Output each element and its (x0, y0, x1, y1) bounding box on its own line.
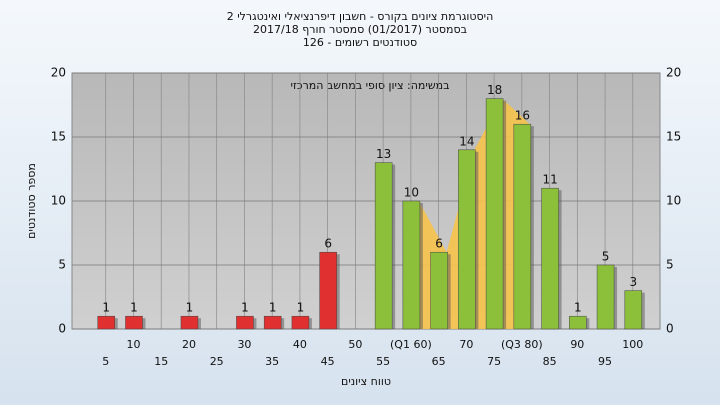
bar (458, 149, 476, 330)
y2-tick-label: 15 (666, 130, 681, 144)
bar (97, 315, 115, 330)
y-axis-label: מספר סטודנטים (25, 163, 38, 239)
x-tick-label: (Q1 60) (390, 338, 432, 351)
bar (263, 315, 282, 330)
bar (430, 251, 448, 330)
data-label: 5 (602, 250, 610, 264)
y-tick-label: 15 (51, 130, 66, 144)
data-label: 1 (269, 301, 277, 315)
x-tick-label: 40 (293, 338, 307, 351)
data-label: 1 (241, 301, 249, 315)
y2-tick-label: 20 (666, 66, 681, 80)
y-tick-label: 20 (51, 66, 66, 80)
bar (236, 315, 254, 330)
data-label: 6 (324, 237, 332, 251)
data-label: 3 (629, 275, 637, 289)
data-label: 1 (186, 301, 194, 315)
bar (374, 162, 393, 330)
chart-title: היסטוגרמת ציונים בקורס - חשבון דיפרנציאל… (227, 10, 494, 23)
x-tick-label: 10 (126, 338, 140, 351)
x-tick-label: 35 (265, 355, 279, 368)
data-label: 10 (404, 186, 419, 200)
bar (291, 315, 310, 330)
y2-tick-label: 10 (666, 194, 681, 208)
bar (125, 315, 143, 330)
y2-tick-label: 5 (666, 258, 674, 272)
x-tick-label: 70 (459, 338, 473, 351)
bar (513, 123, 532, 330)
data-label: 18 (487, 83, 502, 97)
bar (569, 315, 587, 330)
x-tick-label: 30 (237, 338, 251, 351)
data-label: 13 (376, 147, 391, 161)
x-axis-label: טווח ציונים (341, 375, 391, 388)
y-tick-label: 10 (51, 194, 66, 208)
bar (180, 315, 199, 330)
chart-subtitle: סטודנטים רשומים - 126 (303, 36, 417, 49)
x-tick-label: 15 (154, 355, 168, 368)
x-tick-label: (Q3 80) (501, 338, 543, 351)
x-tick-label: 95 (598, 355, 612, 368)
x-tick-label: 20 (182, 338, 196, 351)
y-tick-label: 5 (58, 258, 66, 272)
y-tick-label: 0 (58, 322, 66, 336)
bar (485, 98, 504, 330)
data-label: 11 (542, 173, 557, 187)
data-label: 6 (435, 237, 443, 251)
data-label: 1 (574, 301, 582, 315)
data-label: 1 (297, 301, 305, 315)
x-tick-label: 100 (622, 338, 643, 351)
x-tick-label: 90 (570, 338, 584, 351)
bar (596, 264, 615, 330)
x-tick-label: 85 (543, 355, 557, 368)
data-label: 1 (102, 301, 110, 315)
bar (402, 200, 421, 330)
x-tick-label: 50 (348, 338, 362, 351)
bar (624, 290, 643, 330)
x-tick-label: 25 (210, 355, 224, 368)
x-tick-label: 75 (487, 355, 501, 368)
bar (319, 251, 337, 330)
data-label: 14 (459, 134, 474, 148)
x-tick-label: 5 (102, 355, 109, 368)
x-tick-label: 65 (432, 355, 446, 368)
bar (541, 187, 559, 330)
data-label: 1 (130, 301, 138, 315)
data-label: 16 (515, 109, 530, 123)
x-tick-label: 45 (321, 355, 335, 368)
chart-subtitle: בסמסטר (01/2017) סמסטר חורף 2017/18 (253, 23, 467, 36)
y2-tick-label: 0 (666, 322, 674, 336)
x-tick-label: 55 (376, 355, 390, 368)
annotation: במשימה: ציון סופי במחשב המרכזי (290, 79, 449, 92)
